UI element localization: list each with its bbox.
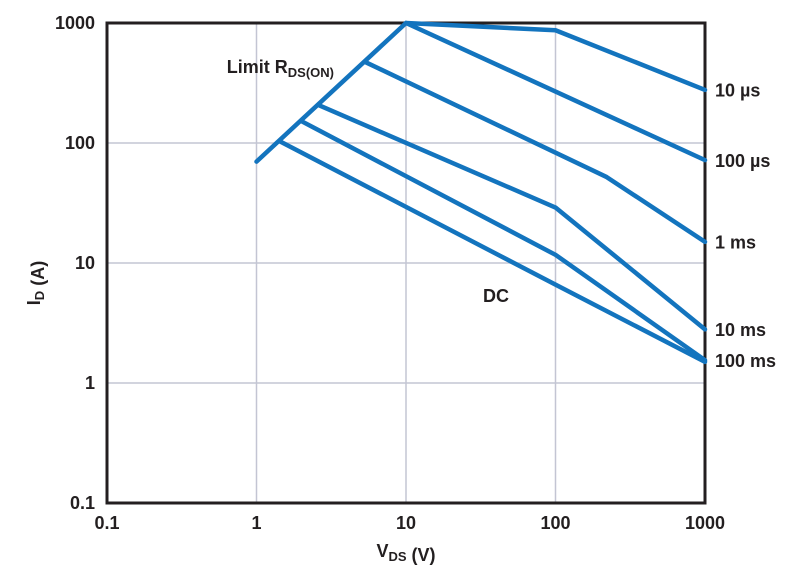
series-label-t-10ms: 10 ms	[715, 320, 766, 340]
subscript: DS	[388, 549, 406, 564]
subscript: DS(ON)	[288, 65, 334, 80]
series-line-t-10us	[403, 20, 708, 93]
series-label-t-10us: 10 µs	[715, 81, 760, 101]
tick-y-10: 10	[75, 253, 95, 273]
tick-y-1: 1	[85, 373, 95, 393]
annotation-limit-rdson-label: Limit RDS(ON)	[227, 57, 334, 80]
series-line-t-100ms	[299, 118, 708, 363]
tick-x-1000: 1000	[685, 513, 725, 533]
x-axis-title: VDS (V)	[376, 541, 435, 565]
series-line-dc	[277, 139, 708, 365]
series-line-t-10ms	[316, 102, 708, 332]
tick-x-10: 10	[396, 513, 416, 533]
series-line-limit-rdson	[254, 20, 409, 164]
tick-x-100: 100	[540, 513, 570, 533]
tick-y-1000: 1000	[55, 13, 95, 33]
series-label-t-100us: 100 µs	[715, 151, 770, 171]
y-axis-title: ID (A)	[24, 261, 48, 305]
tick-x-1: 1	[251, 513, 261, 533]
tick-x-0.1: 0.1	[94, 513, 119, 533]
tick-y-100: 100	[65, 133, 95, 153]
annotation-dc-label: DC	[483, 286, 509, 306]
series-line-t-100us	[403, 20, 708, 163]
subscript: D	[32, 291, 47, 300]
series-label-t-1ms: 1 ms	[715, 233, 756, 253]
tick-y-0.1: 0.1	[70, 493, 95, 513]
series-line-t-1ms	[362, 59, 708, 245]
series-label-t-100ms: 100 ms	[715, 351, 776, 371]
